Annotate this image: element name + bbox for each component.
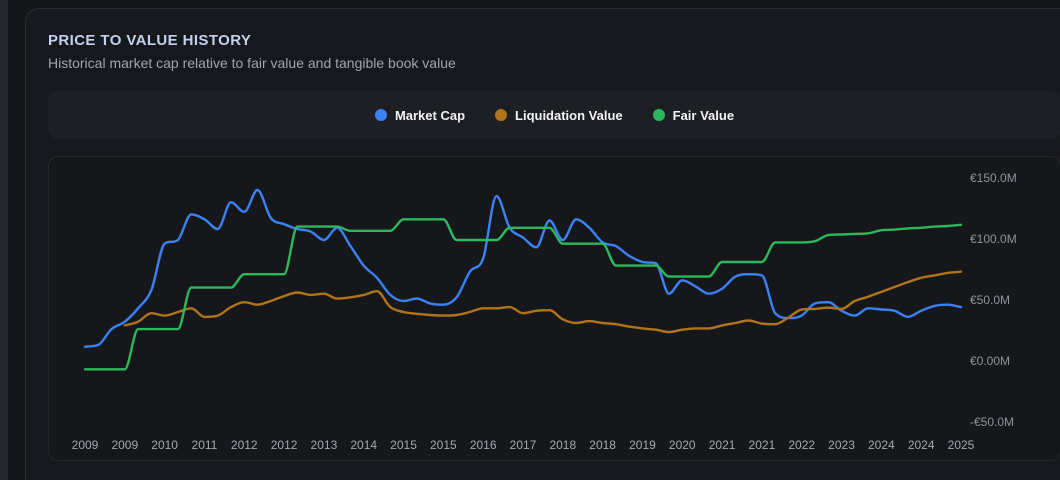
legend-label-fair-value: Fair Value bbox=[672, 107, 735, 123]
x-tick-label: 2019 bbox=[629, 438, 656, 452]
series-line-market-cap bbox=[83, 188, 963, 348]
series-line-fair-value bbox=[83, 218, 963, 371]
y-tick-label: -€50.0M bbox=[970, 415, 1015, 429]
legend-dot-market-cap-icon bbox=[374, 109, 387, 121]
legend-item-liquidation-value[interactable]: Liquidation Value bbox=[495, 108, 623, 123]
x-tick-label: 2023 bbox=[828, 438, 855, 452]
chart-container: €150.0M €100.0M €50.0M €0.00M -€50.0M 2009 20… bbox=[48, 156, 1060, 461]
page-title: PRICE TO VALUE HISTORY bbox=[48, 32, 252, 49]
x-tick-label: 2024 bbox=[907, 438, 935, 452]
x-tick-label: 2015 bbox=[430, 438, 457, 452]
x-tick-label: 2009 bbox=[71, 438, 99, 452]
x-tick-label: 2018 bbox=[589, 438, 616, 452]
legend-item-market-cap[interactable]: Market Cap bbox=[374, 107, 466, 123]
x-tick-label: 2014 bbox=[350, 438, 378, 452]
x-tick-label: 2012 bbox=[270, 438, 298, 452]
y-tick-label: €0.00M bbox=[970, 354, 1011, 368]
x-tick-label: 2010 bbox=[151, 438, 178, 452]
y-tick-label: €150.0M bbox=[970, 171, 1017, 185]
series-line-liquidation-value bbox=[123, 270, 963, 334]
x-tick-label: 2018 bbox=[549, 438, 577, 452]
x-tick-label: 2020 bbox=[668, 438, 696, 452]
legend-label-market-cap: Market Cap bbox=[394, 107, 466, 123]
x-tick-label: 2009 bbox=[111, 438, 139, 452]
x-tick-label: 2017 bbox=[509, 438, 537, 452]
line-chart-plot[interactable] bbox=[49, 157, 1060, 460]
price-to-value-card: PRICE TO VALUE HISTORY Historical market… bbox=[25, 8, 1060, 480]
chart-legend: Market Cap Liquidation Value Fair Value bbox=[48, 91, 1060, 139]
page-subtitle: Historical market cap relative to fair v… bbox=[48, 55, 456, 71]
x-tick-label: 2016 bbox=[469, 438, 497, 452]
left-edge-strip bbox=[0, 0, 8, 480]
legend-dot-fair-value-icon bbox=[652, 109, 665, 121]
x-tick-label: 2011 bbox=[191, 438, 218, 452]
x-tick-label: 2015 bbox=[390, 438, 417, 452]
x-tick-label: 2012 bbox=[230, 438, 258, 452]
y-tick-label: €50.0M bbox=[970, 293, 1011, 307]
legend-label-liquidation-value: Liquidation Value bbox=[515, 107, 623, 123]
x-tick-label: 2025 bbox=[947, 438, 975, 452]
legend-item-fair-value[interactable]: Fair Value bbox=[652, 107, 735, 123]
x-tick-label: 2021 bbox=[748, 438, 776, 452]
x-tick-label: 2013 bbox=[310, 438, 338, 452]
legend-dot-liquidation-value-icon bbox=[495, 109, 508, 121]
x-tick-label: 2022 bbox=[788, 438, 816, 452]
x-tick-label: 2021 bbox=[708, 438, 736, 452]
x-tick-label: 2024 bbox=[868, 438, 895, 452]
y-tick-label: €100.0M bbox=[970, 232, 1017, 246]
